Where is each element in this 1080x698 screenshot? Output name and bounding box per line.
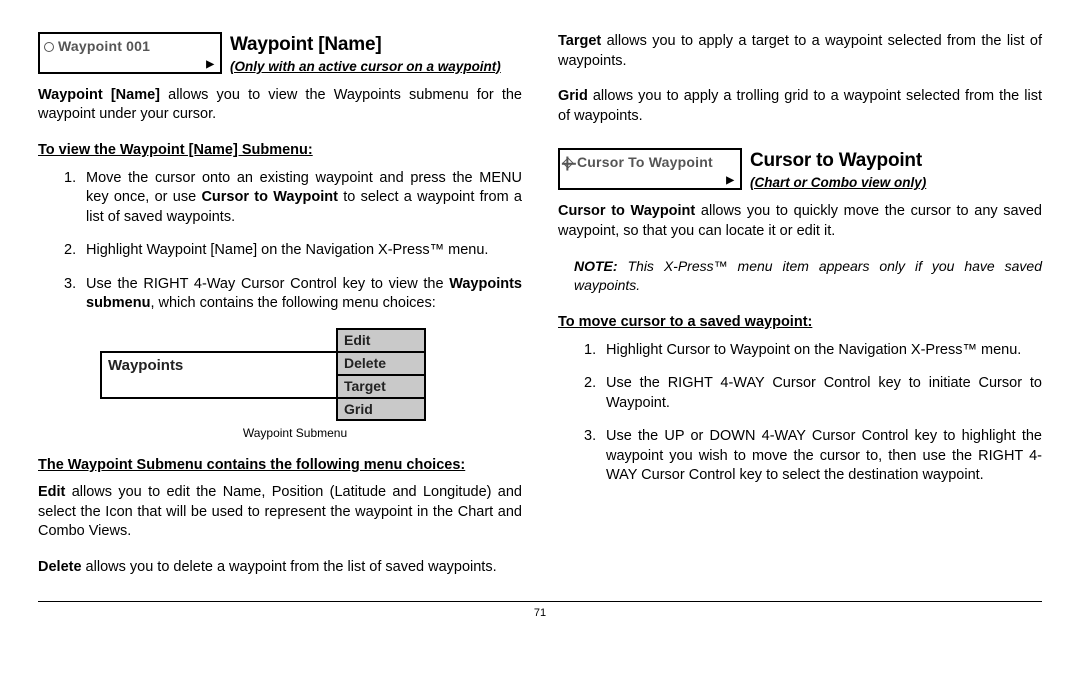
- waypoint-name-title-block: Waypoint [Name] (Only with an active cur…: [222, 32, 522, 76]
- section-title: Cursor to Waypoint: [750, 148, 1042, 174]
- waypoint-submenu-figure: Edit WaypointsDelete Target Grid Waypoin…: [100, 328, 522, 442]
- list-item: 3.Use the UP or DOWN 4-WAY Cursor Contro…: [584, 427, 1042, 486]
- arrow-right-icon: ▶: [564, 177, 734, 185]
- subheading-view-submenu: To view the Waypoint [Name] Submenu:: [38, 141, 522, 161]
- page-number: 71: [534, 607, 546, 619]
- target-paragraph: Target allows you to apply a target to a…: [558, 32, 1042, 71]
- submenu-option: Delete: [337, 352, 425, 375]
- submenu-option: Target: [337, 375, 425, 398]
- intro-paragraph: Cursor to Waypoint allows you to quickly…: [558, 202, 1042, 241]
- right-column: Target allows you to apply a target to a…: [558, 32, 1042, 593]
- list-item: 2.Use the RIGHT 4-WAY Cursor Control key…: [584, 374, 1042, 413]
- section-subtitle: (Chart or Combo view only): [750, 174, 1042, 192]
- intro-paragraph: Waypoint [Name] allows you to view the W…: [38, 86, 522, 125]
- submenu-table: Edit WaypointsDelete Target Grid: [100, 328, 426, 422]
- intro-bold: Cursor to Waypoint: [558, 203, 695, 219]
- list-item: 1.Highlight Cursor to Waypoint on the Na…: [584, 341, 1042, 361]
- submenu-main: Waypoints: [101, 352, 337, 398]
- cursor-to-waypoint-header: Cursor To Waypoint ▶ Cursor to Waypoint …: [558, 148, 1042, 192]
- list-item: 1.Move the cursor onto an existing waypo…: [64, 169, 522, 228]
- steps-list: 1.Move the cursor onto an existing waypo…: [38, 169, 522, 314]
- list-item: 2.Highlight Waypoint [Name] on the Navig…: [64, 241, 522, 261]
- section-subtitle: (Only with an active cursor on a waypoin…: [230, 58, 522, 76]
- left-column: Waypoint 001 ▶ Waypoint [Name] (Only wit…: [38, 32, 522, 593]
- cursor-icon: [562, 158, 573, 169]
- subheading-move-cursor: To move cursor to a saved waypoint:: [558, 313, 1042, 333]
- menubox-text: Waypoint 001: [58, 38, 150, 54]
- note-paragraph: NOTE: This X-Press™ menu item appears on…: [574, 257, 1042, 295]
- grid-paragraph: Grid allows you to apply a trolling grid…: [558, 87, 1042, 126]
- cursor-title-block: Cursor to Waypoint (Chart or Combo view …: [742, 148, 1042, 192]
- steps-list: 1.Highlight Cursor to Waypoint on the Na…: [558, 341, 1042, 486]
- waypoint-name-header: Waypoint 001 ▶ Waypoint [Name] (Only wit…: [38, 32, 522, 76]
- submenu-option: Grid: [337, 398, 425, 421]
- edit-paragraph: Edit allows you to edit the Name, Positi…: [38, 483, 522, 542]
- figure-caption: Waypoint Submenu: [100, 425, 490, 441]
- menubox-text: Cursor To Waypoint: [577, 154, 713, 170]
- page-columns: Waypoint 001 ▶ Waypoint [Name] (Only wit…: [38, 32, 1042, 593]
- list-item: 3.Use the RIGHT 4-Way Cursor Control key…: [64, 275, 522, 314]
- cursor-menubox: Cursor To Waypoint ▶: [558, 148, 742, 190]
- intro-bold: Waypoint [Name]: [38, 87, 160, 103]
- submenu-option: Edit: [337, 329, 425, 352]
- arrow-right-icon: ▶: [44, 61, 214, 69]
- subheading-submenu-choices: The Waypoint Submenu contains the follow…: [38, 456, 522, 476]
- page-footer: 71: [38, 601, 1042, 621]
- delete-paragraph: Delete allows you to delete a waypoint f…: [38, 558, 522, 578]
- waypoint-name-menubox: Waypoint 001 ▶: [38, 32, 222, 74]
- waypoint-icon: [44, 42, 54, 52]
- section-title: Waypoint [Name]: [230, 32, 522, 58]
